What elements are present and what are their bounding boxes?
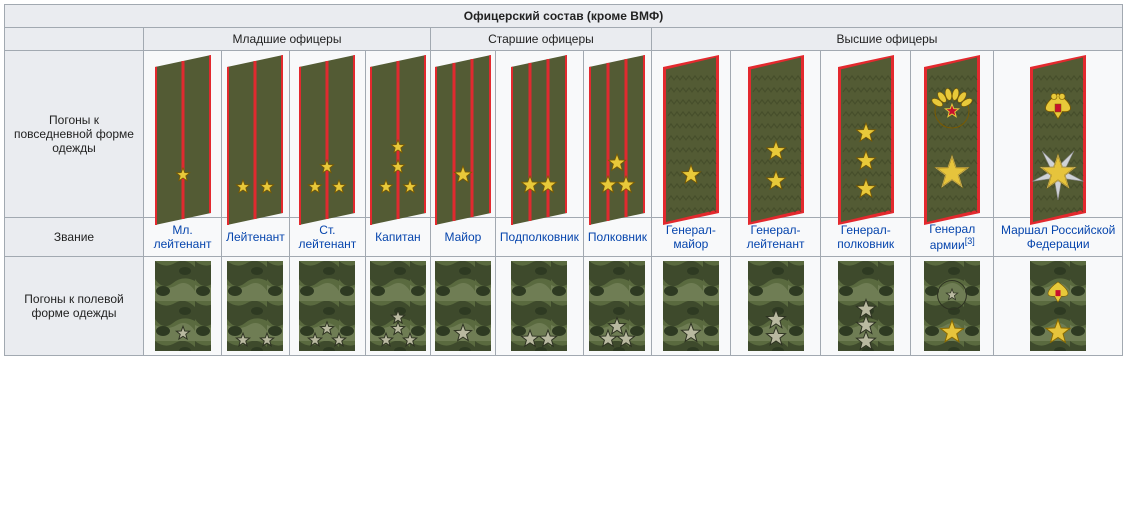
epaulet-everyday-gen-army bbox=[911, 51, 994, 218]
epaulet-field-gen-lt bbox=[730, 257, 821, 356]
group-header: Старшие офицеры bbox=[430, 28, 651, 51]
epaulet-field-jr-lt bbox=[144, 257, 222, 356]
epaulet-field-lt-col bbox=[495, 257, 583, 356]
corner-cell bbox=[5, 28, 144, 51]
epaulet-everyday-gen-major bbox=[651, 51, 730, 218]
rank-link-col[interactable]: Полковник bbox=[588, 230, 647, 244]
group-header: Младшие офицеры bbox=[144, 28, 431, 51]
epaulet-everyday-sr-lt bbox=[289, 51, 365, 218]
row-label-field: Погоны к полевой форме одежды bbox=[5, 257, 144, 356]
rank-link-gen-col[interactable]: Генерал-полковник bbox=[837, 223, 894, 251]
epaulet-everyday-lt-col bbox=[495, 51, 583, 218]
row-label-everyday: Погоны к повседневной форме одежды bbox=[5, 51, 144, 218]
rank-link-lt-col[interactable]: Подполковник bbox=[500, 230, 579, 244]
rank-link-major[interactable]: Майор bbox=[444, 230, 481, 244]
epaulet-field-captain bbox=[365, 257, 430, 356]
epaulet-everyday-major bbox=[430, 51, 495, 218]
epaulet-everyday-marshal bbox=[994, 51, 1123, 218]
epaulet-everyday-col bbox=[583, 51, 651, 218]
rank-link-lt[interactable]: Лейтенант bbox=[226, 230, 285, 244]
rank-link-sr-lt[interactable]: Ст. лейтенант bbox=[298, 223, 356, 251]
rank-link-captain[interactable]: Капитан bbox=[375, 230, 421, 244]
epaulet-field-gen-col bbox=[821, 257, 911, 356]
epaulet-everyday-jr-lt bbox=[144, 51, 222, 218]
rank-link-jr-lt[interactable]: Мл. лейтенант bbox=[154, 223, 212, 251]
epaulet-field-lt bbox=[222, 257, 290, 356]
epaulet-field-gen-army bbox=[911, 257, 994, 356]
rank-link-gen-lt[interactable]: Генерал-лейтенант bbox=[747, 223, 805, 251]
epaulet-field-marshal bbox=[994, 257, 1123, 356]
epaulet-field-col bbox=[583, 257, 651, 356]
citation[interactable]: [3] bbox=[965, 236, 975, 246]
epaulet-field-sr-lt bbox=[289, 257, 365, 356]
row-label-rank: Звание bbox=[5, 218, 144, 257]
table-title: Офицерский состав (кроме ВМФ) bbox=[5, 5, 1123, 28]
epaulet-everyday-gen-col bbox=[821, 51, 911, 218]
rank-link-gen-major[interactable]: Генерал-майор bbox=[666, 223, 716, 251]
epaulet-everyday-lt bbox=[222, 51, 290, 218]
rank-link-marshal[interactable]: Маршал Российской Федерации bbox=[1001, 223, 1115, 251]
rank-table: Офицерский состав (кроме ВМФ)Младшие офи… bbox=[4, 4, 1123, 356]
epaulet-field-major bbox=[430, 257, 495, 356]
epaulet-field-gen-major bbox=[651, 257, 730, 356]
epaulet-everyday-captain bbox=[365, 51, 430, 218]
group-header: Высшие офицеры bbox=[651, 28, 1122, 51]
epaulet-everyday-gen-lt bbox=[730, 51, 821, 218]
